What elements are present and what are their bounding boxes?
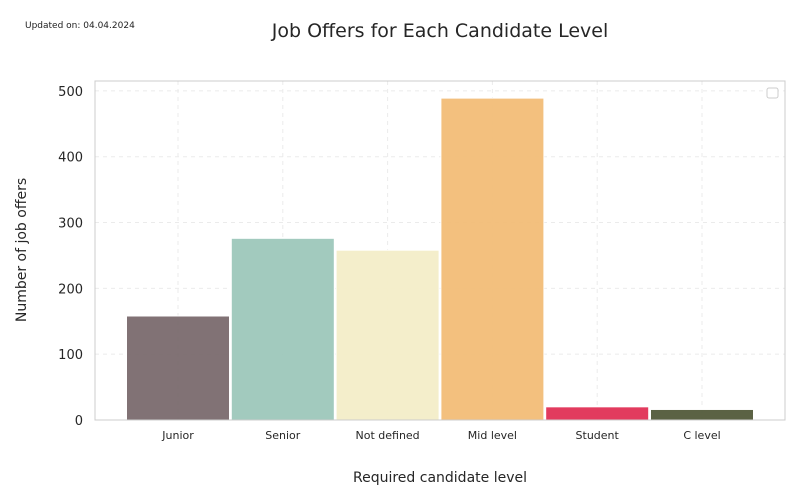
bar-c-level — [650, 408, 754, 421]
x-tick-label: Junior — [161, 429, 194, 442]
bar-student — [545, 406, 650, 421]
bar-senior — [230, 237, 335, 421]
y-tick-label: 200 — [58, 282, 83, 297]
y-axis-label: Number of job offers — [14, 178, 30, 322]
x-tick-label: Not defined — [356, 429, 420, 442]
y-tick-label: 100 — [58, 348, 83, 363]
bars — [126, 97, 754, 421]
updated-note: Updated on: 04.04.2024 — [25, 21, 135, 31]
x-tick-label: Mid level — [468, 429, 517, 442]
plot-frame — [94, 80, 786, 421]
x-tick-labels: Junior Senior Not defined Mid level Student C… — [161, 429, 720, 442]
x-axis-label: Required candidate level — [353, 470, 527, 486]
legend-box — [766, 87, 779, 99]
y-tick-label: 300 — [58, 217, 83, 232]
y-tick-label: 0 — [75, 414, 83, 429]
y-tick-labels: 0 100 200 300 400 500 — [58, 85, 83, 429]
bar-not-defined — [335, 249, 440, 421]
y-tick-label: 400 — [58, 151, 83, 166]
x-tick-label: Student — [576, 429, 620, 442]
bar-mid-level — [440, 97, 545, 421]
bar-junior — [126, 315, 230, 421]
y-tick-label: 500 — [58, 85, 83, 100]
x-tick-label: Senior — [265, 429, 301, 442]
chart-title: Job Offers for Each Candidate Level — [271, 20, 609, 42]
x-tick-label: C level — [683, 429, 720, 442]
